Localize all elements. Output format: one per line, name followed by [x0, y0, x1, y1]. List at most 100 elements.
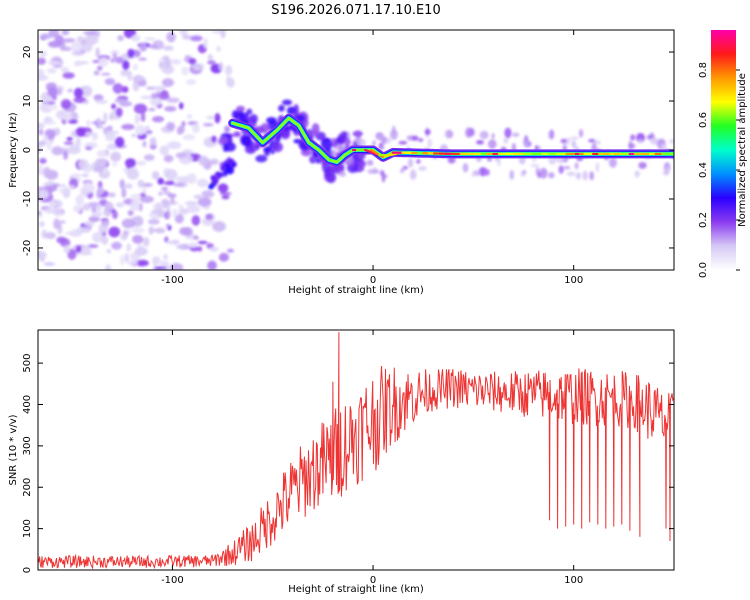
noise-speck — [205, 213, 214, 220]
noise-speck — [192, 123, 200, 134]
noise-speck — [175, 245, 186, 249]
colorbar-tick-label: 0.6 — [698, 112, 709, 128]
x-tick-label: 0 — [370, 275, 376, 286]
x-tick-label: -100 — [161, 575, 184, 586]
noise-speck — [38, 210, 42, 216]
noise-speck — [111, 103, 117, 110]
noise-speck — [153, 266, 167, 270]
noise-speck — [138, 57, 147, 61]
noise-speck — [67, 248, 77, 260]
noise-speck — [124, 252, 129, 263]
noise-speck — [63, 141, 74, 146]
x-tick-label: -100 — [161, 275, 184, 286]
noise-speck — [53, 218, 60, 230]
noise-speck — [115, 107, 123, 117]
noise-speck — [38, 189, 50, 199]
sideband-blob — [366, 159, 374, 166]
noise-speck — [63, 245, 71, 254]
noise-speck — [77, 159, 89, 170]
noise-speck — [101, 235, 109, 245]
noise-speck — [182, 34, 192, 40]
y-tick-label: -20 — [22, 240, 33, 256]
sideband-blob — [484, 168, 490, 176]
sideband-blob — [566, 171, 576, 177]
y-tick-label: 400 — [22, 395, 33, 414]
sideband-blob — [398, 140, 408, 145]
noise-speck — [135, 124, 146, 136]
noise-speck — [42, 134, 48, 144]
noise-speck — [119, 179, 125, 189]
noise-speck — [93, 70, 100, 76]
spectrogram-xlabel: Height of straight line (km) — [288, 285, 424, 296]
noise-speck — [38, 250, 45, 257]
noise-speck — [67, 119, 78, 124]
noise-speck — [73, 96, 87, 104]
noise-speck — [169, 262, 184, 270]
noise-speck — [105, 264, 112, 270]
noise-speck — [133, 103, 148, 115]
noise-speck — [163, 59, 172, 69]
colorbar-ticks: 0.0 0.2 0.4 0.6 0.8 — [698, 62, 740, 278]
noise-speck — [61, 46, 72, 51]
sideband-blob — [588, 139, 596, 143]
noise-speck — [126, 168, 140, 180]
sideband-blob — [418, 138, 424, 142]
ridge-blob — [233, 131, 241, 138]
noise-speck — [95, 47, 100, 58]
noise-speck — [91, 135, 97, 141]
noise-speck — [38, 74, 49, 81]
ridge-hotspot — [370, 148, 384, 159]
noise-speck — [114, 136, 125, 148]
noise-speck — [135, 259, 149, 267]
sideband-blob — [424, 128, 431, 136]
sideband-blob — [503, 137, 509, 144]
noise-speck — [161, 186, 169, 192]
noise-speck — [153, 86, 167, 90]
noise-speck — [46, 142, 52, 150]
noise-speck — [39, 157, 47, 164]
x-tick-label: 0 — [370, 575, 376, 586]
noise-speck — [61, 112, 73, 121]
noise-speck — [145, 125, 150, 131]
noise-speck — [96, 188, 102, 200]
noise-speck — [75, 245, 82, 253]
noise-speck — [197, 178, 209, 188]
noise-speck — [51, 146, 63, 156]
noise-speck — [226, 248, 235, 253]
noise-speck — [110, 151, 122, 162]
sideband-blob — [634, 170, 640, 178]
sideband-blob — [353, 138, 363, 143]
noise-speck — [38, 122, 45, 130]
noise-speck — [122, 59, 130, 71]
ridge-blob — [225, 167, 232, 174]
noise-speck — [69, 111, 79, 122]
noise-speck — [157, 177, 164, 185]
noise-speck — [38, 142, 46, 147]
sideband-blob — [537, 172, 542, 179]
noise-speck — [120, 233, 128, 241]
ridge-blob — [272, 141, 284, 153]
ridge-blob — [220, 165, 227, 172]
noise-speck — [166, 204, 171, 213]
ridge-blob — [236, 105, 245, 112]
sideband-blob — [411, 135, 419, 141]
noise-speck — [166, 122, 176, 131]
noise-speck — [148, 226, 154, 235]
noise-speck — [203, 37, 208, 49]
noise-speck — [202, 123, 214, 127]
noise-speck — [79, 251, 93, 256]
noise-speck — [186, 204, 201, 214]
noise-speck — [39, 50, 48, 58]
noise-speck — [131, 227, 145, 234]
sideband-blob — [669, 138, 674, 144]
sideband-blob — [418, 165, 427, 171]
ridge-blob — [264, 146, 271, 153]
noise-speck — [83, 221, 95, 227]
snr-plot-area — [38, 332, 674, 570]
noise-speck — [151, 170, 160, 180]
x-tick-label: 100 — [564, 275, 583, 286]
noise-speck — [65, 231, 79, 236]
sideband-blob — [402, 166, 409, 170]
sideband-blob — [660, 143, 667, 149]
sideband-blob — [571, 142, 577, 149]
